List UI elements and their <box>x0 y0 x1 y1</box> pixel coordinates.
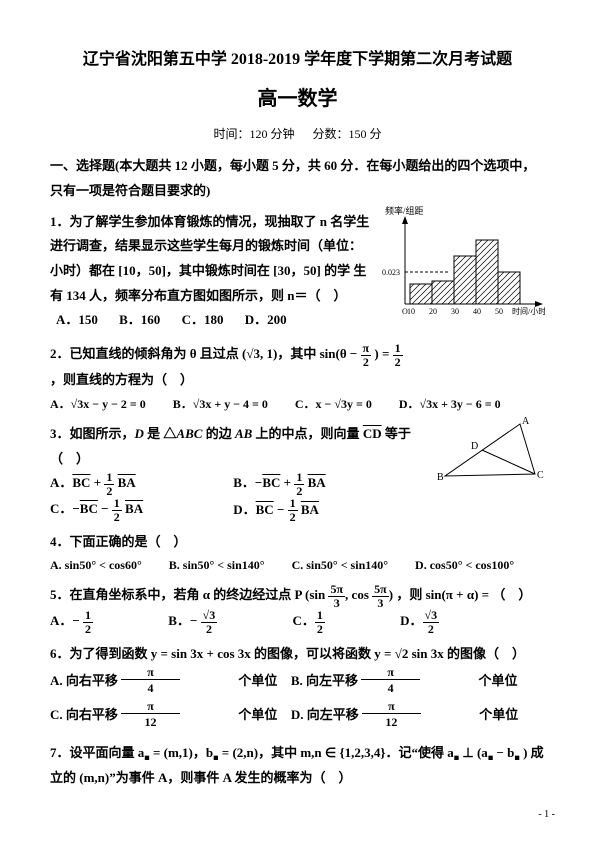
page-number: - 1 - <box>538 805 555 824</box>
q6-D: D. 向左平移 π12 个单位 <box>291 700 529 732</box>
q1-A: A．150 <box>56 308 98 333</box>
triangle-figure: A B C D <box>435 416 545 505</box>
svg-text:B: B <box>437 472 444 483</box>
q2-options: A．√3x − y − 2 = 0 B．√3x + y − 4 = 0 C．x … <box>50 393 545 416</box>
q1-D: D．200 <box>245 308 287 333</box>
svg-text:30: 30 <box>451 307 459 316</box>
q6-A: A. 向右平移 π4 个单位 <box>50 666 288 698</box>
q4-D: D. cos50° < cos100° <box>415 554 514 577</box>
q5: 5．在直角坐标系中，若角 α 的终边经过点 P (sin 5π3, cos 5π… <box>50 583 545 609</box>
q5-A: A．− 12 <box>50 609 141 635</box>
svg-text:10: 10 <box>407 307 415 316</box>
school-title: 辽宁省沈阳第五中学 2018-2019 学年度下学期第二次月考试题 <box>50 45 545 75</box>
q6-C: C. 向右平移 π12 个单位 <box>50 700 288 732</box>
q5-D: D．√32 <box>400 609 487 635</box>
q4-options: A. sin50° < cos60° B. sin50° < sin140° C… <box>50 554 545 577</box>
section-1-heading: 一、选择题(本大题共 12 小题，每小题 5 分，共 60 分．在每小题给出的四… <box>50 154 545 203</box>
q2: 2．已知直线的倾斜角为 θ 且过点 (√3, 1)，其中 sin(θ − π2 … <box>50 342 545 393</box>
exam-meta: 时间：120 分钟 分数：150 分 <box>50 123 545 146</box>
q6: 6．为了得到函数 y = sin 3x + cos 3x 的图像，可以将函数 y… <box>50 642 545 667</box>
q4-A: A. sin50° < cos60° <box>50 554 142 577</box>
histogram-figure: 频率/组距 0.023 O 10 20 30 40 50 时间 <box>380 204 545 333</box>
q5-C: C．12 <box>292 609 372 635</box>
q2-C: C．x − √3y = 0 <box>295 393 372 416</box>
time-label: 时间：120 分钟 <box>213 127 294 141</box>
subject-title: 高一数学 <box>50 80 545 118</box>
q4: 4．下面正确的是（ ） <box>50 530 545 555</box>
svg-text:20: 20 <box>429 307 437 316</box>
y-tick: 0.023 <box>382 268 400 277</box>
q6-options: A. 向右平移 π4 个单位 B. 向左平移 π4 个单位 C. 向右平移 π1… <box>50 666 545 734</box>
q2-D: D．√3x + 3y − 6 = 0 <box>399 393 501 416</box>
svg-text:D: D <box>471 441 478 452</box>
q7: 7．设平面向量 a■ = (m,1)，b■ = (2,n)，其中 m,n ∈ {… <box>50 741 545 791</box>
q1-C: C．180 <box>182 308 224 333</box>
q4-C: C. sin50° < sin140° <box>292 554 388 577</box>
x-axis-label: 时间/小时 <box>512 306 545 316</box>
q2-B: B．√3x + y − 4 = 0 <box>173 393 268 416</box>
svg-text:50: 50 <box>495 307 503 316</box>
y-axis-label: 频率/组距 <box>385 205 424 216</box>
score-label: 分数：150 分 <box>313 127 382 141</box>
svg-text:C: C <box>537 470 544 481</box>
q2-A: A．√3x − y − 2 = 0 <box>50 393 146 416</box>
q1-B: B．160 <box>119 308 160 333</box>
q5-B: B．− √32 <box>168 609 265 635</box>
q6-B: B. 向左平移 π4 个单位 <box>291 666 529 698</box>
svg-text:A: A <box>522 416 530 427</box>
svg-text:40: 40 <box>473 307 481 316</box>
q5-options: A．− 12 B．− √32 C．12 D．√32 <box>50 609 545 635</box>
q4-B: B. sin50° < sin140° <box>169 554 265 577</box>
